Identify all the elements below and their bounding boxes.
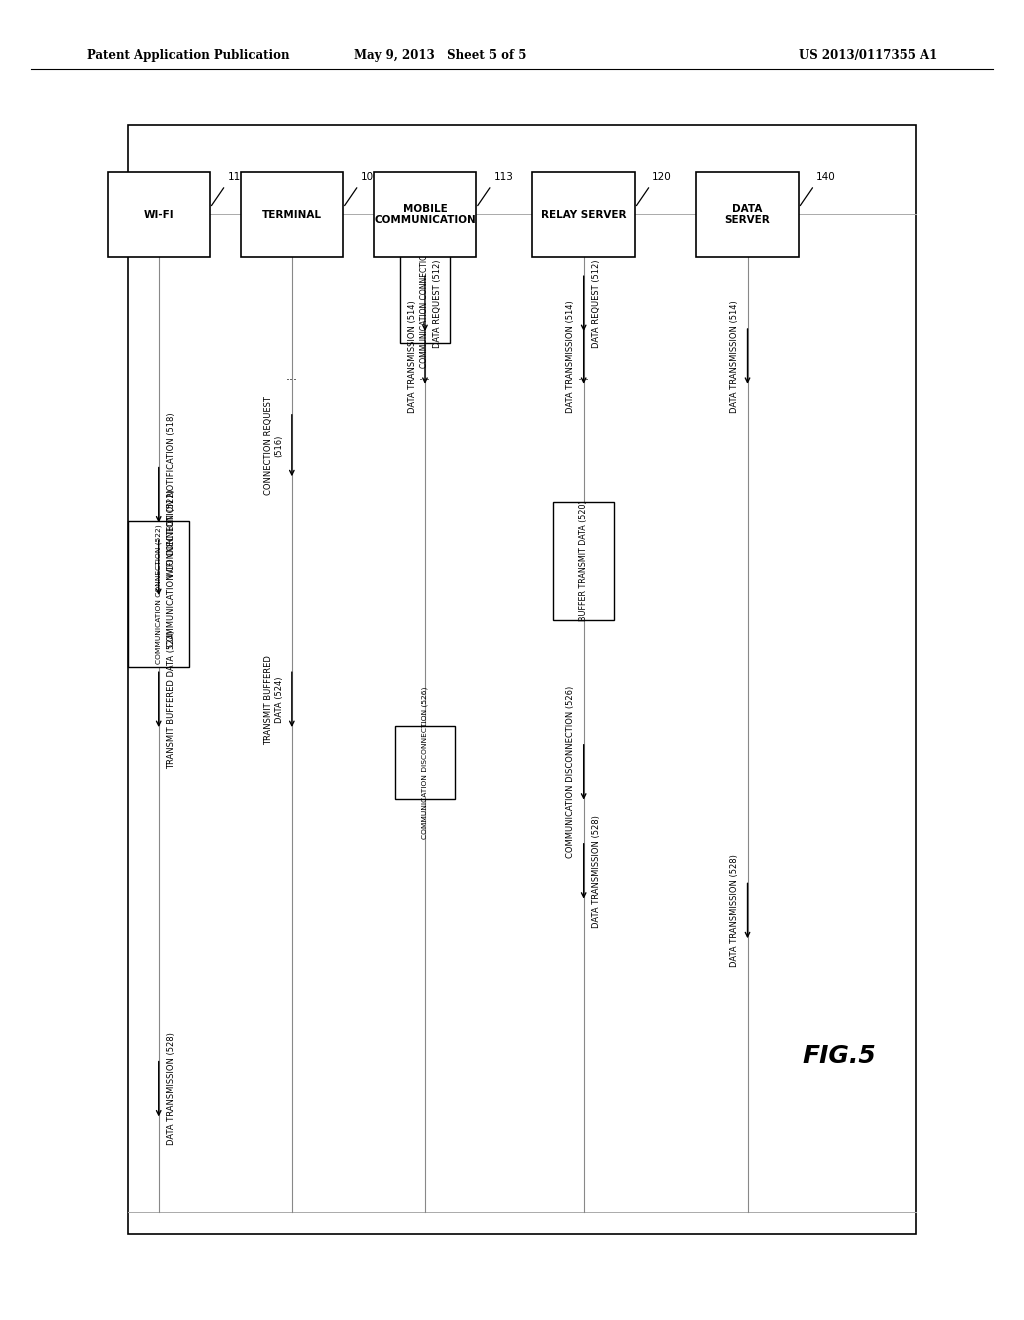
Bar: [374, 172, 476, 257]
Text: COMMUNICATION CONNECTION (522): COMMUNICATION CONNECTION (522): [167, 488, 176, 647]
Text: US 2013/0117355 A1: US 2013/0117355 A1: [799, 49, 937, 62]
Text: May 9, 2013   Sheet 5 of 5: May 9, 2013 Sheet 5 of 5: [354, 49, 526, 62]
Text: 113: 113: [494, 172, 513, 181]
Text: DATA TRANSMISSION (528): DATA TRANSMISSION (528): [592, 814, 601, 928]
Text: TRANSMIT BUFFERED DATA (524): TRANSMIT BUFFERED DATA (524): [167, 630, 176, 770]
Text: ...: ...: [286, 370, 298, 383]
Text: COMMUNICATION DISCONNECTION (526): COMMUNICATION DISCONNECTION (526): [422, 686, 428, 838]
Text: Patent Application Publication: Patent Application Publication: [87, 49, 290, 62]
Text: FIG.5: FIG.5: [803, 1044, 877, 1068]
Text: WI-FI: WI-FI: [143, 210, 174, 219]
Text: 120: 120: [652, 172, 672, 181]
Text: DATA TRANSMISSION (514): DATA TRANSMISSION (514): [730, 300, 739, 413]
Text: DATA TRANSMISSION (528): DATA TRANSMISSION (528): [167, 1032, 176, 1146]
Text: 115: 115: [227, 172, 247, 181]
Text: ...: ...: [578, 370, 590, 383]
Bar: [128, 521, 189, 667]
Text: RELAY SERVER: RELAY SERVER: [541, 210, 627, 219]
Bar: [128, 125, 916, 1234]
Text: COMMUNICATION DISCONNECTION (526): COMMUNICATION DISCONNECTION (526): [566, 686, 575, 858]
Text: DATA REQUEST (512): DATA REQUEST (512): [433, 259, 442, 348]
Text: 100: 100: [360, 172, 380, 181]
Bar: [395, 726, 455, 799]
Text: CONNECTION REQUEST
(516): CONNECTION REQUEST (516): [264, 396, 284, 495]
Bar: [241, 172, 343, 257]
Text: COMMUNICATION CONNECTION (510): COMMUNICATION CONNECTION (510): [421, 226, 429, 368]
Text: WIFI CONNECTION NOTIFICATION (518): WIFI CONNECTION NOTIFICATION (518): [167, 413, 176, 577]
Bar: [400, 251, 450, 343]
Text: MOBILE
COMMUNICATION: MOBILE COMMUNICATION: [374, 203, 476, 226]
Text: DATA TRANSMISSION (514): DATA TRANSMISSION (514): [408, 300, 417, 413]
Text: TERMINAL: TERMINAL: [262, 210, 322, 219]
Bar: [696, 172, 799, 257]
Text: COMMUNICATION CONNECTION (522): COMMUNICATION CONNECTION (522): [156, 524, 162, 664]
Text: DATA TRANSMISSION (528): DATA TRANSMISSION (528): [730, 854, 739, 968]
Text: TRANSMIT BUFFERED
DATA (524): TRANSMIT BUFFERED DATA (524): [264, 655, 284, 744]
Bar: [108, 172, 210, 257]
Text: DATA
SERVER: DATA SERVER: [725, 203, 770, 226]
Text: DATA REQUEST (512): DATA REQUEST (512): [592, 259, 601, 348]
Text: ...: ...: [419, 370, 431, 383]
Text: DATA TRANSMISSION (514): DATA TRANSMISSION (514): [566, 300, 575, 413]
Text: 140: 140: [816, 172, 836, 181]
Bar: [532, 172, 635, 257]
Bar: [553, 502, 614, 620]
Text: BUFFER TRANSMIT DATA (520): BUFFER TRANSMIT DATA (520): [580, 500, 588, 622]
